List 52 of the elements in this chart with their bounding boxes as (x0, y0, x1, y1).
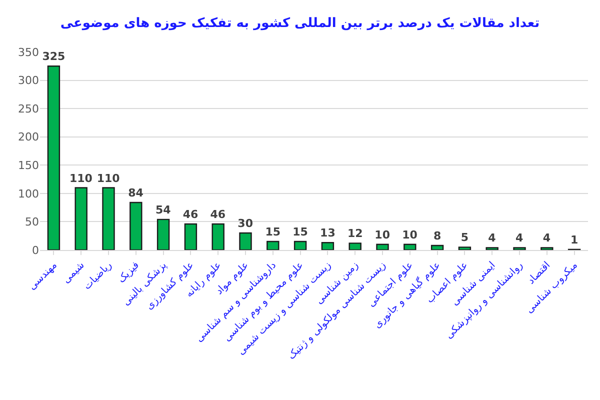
bar (458, 246, 472, 250)
data-label: 1 (570, 233, 578, 246)
data-label: 54 (155, 203, 172, 216)
bar (47, 66, 60, 250)
y-tick-label: 150 (18, 158, 39, 172)
x-tick-label: فیزیک (116, 260, 142, 286)
bar (266, 240, 280, 250)
data-label: 5 (460, 231, 469, 244)
y-tick-label: 300 (18, 74, 39, 88)
chart-title: تعداد مقالات یک درصد برتر بین المللی کشور به تفکیک حوزه های موضوعی (60, 16, 540, 32)
data-label: 110 (96, 172, 120, 185)
data-label: 46 (210, 208, 226, 221)
bar (376, 244, 389, 250)
data-label: 12 (347, 227, 363, 240)
bar (404, 244, 416, 250)
bar (212, 223, 224, 250)
y-tick-label: 50 (25, 216, 39, 229)
bar (430, 244, 444, 250)
y-tick-label: 0 (32, 244, 39, 257)
bar (74, 187, 88, 250)
data-label: 84 (128, 186, 144, 200)
data-label: 10 (374, 228, 390, 242)
y-tick-label: 100 (18, 187, 39, 200)
x-tick-label: اقتصاد (526, 260, 553, 287)
data-label: 15 (292, 226, 308, 239)
data-label: 4 (516, 232, 524, 245)
x-tick-label: شیمی (60, 260, 87, 286)
bar (294, 240, 307, 250)
bar (156, 218, 170, 250)
y-tick-label: 350 (18, 46, 39, 59)
bar (321, 242, 334, 250)
data-label: 13 (320, 226, 336, 240)
bar (348, 242, 362, 250)
bar (102, 187, 115, 250)
bar (513, 247, 526, 250)
bar (184, 223, 198, 250)
x-tick-label: مهندسی (26, 260, 60, 292)
data-label: 325 (42, 50, 66, 64)
data-label: 10 (402, 228, 418, 242)
y-tick-label: 250 (18, 102, 39, 116)
bar (540, 247, 554, 250)
data-label: 8 (433, 229, 442, 242)
data-label: 15 (265, 226, 281, 239)
data-label: 46 (182, 208, 199, 221)
bar (130, 202, 142, 250)
data-label: 4 (542, 232, 551, 245)
data-label: 4 (488, 232, 496, 245)
data-label: 110 (69, 172, 93, 185)
y-tick-label: 200 (18, 130, 39, 144)
data-label: 30 (238, 217, 254, 230)
bar (486, 247, 498, 250)
bar (239, 232, 252, 250)
